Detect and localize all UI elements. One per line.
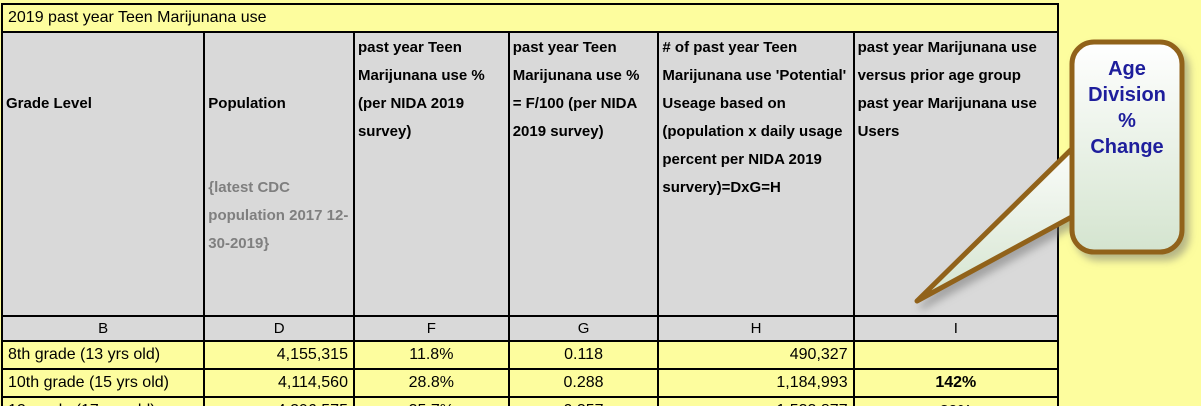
column-letter-b[interactable]: B — [0, 315, 206, 342]
use-fraction-cell[interactable]: 0.357 — [507, 396, 660, 406]
column-letter-f[interactable]: F — [352, 315, 510, 342]
header-population-subnote: {latest CDC population 2017 12-30-2019} — [208, 179, 349, 252]
header-row: Grade Level Population {latest CDC popul… — [0, 31, 1060, 317]
title-row: 2019 past year Teen Marijunana use — [1, 3, 1059, 33]
callout-tail — [914, 128, 1093, 304]
population-cell[interactable]: 4,296,575 — [203, 396, 355, 406]
population-cell[interactable]: 4,155,315 — [203, 340, 355, 370]
column-letter-i[interactable]: I — [852, 315, 1060, 342]
use-percent-cell[interactable]: 28.8% — [352, 368, 510, 398]
header-cell-potential-usage[interactable]: # of past year Teen Marijunana use 'Pote… — [657, 31, 855, 317]
grade-cell[interactable]: 8th grade (13 yrs old) — [0, 340, 206, 370]
grade-cell[interactable]: 12 grade (17 yrs old) — [0, 396, 206, 406]
callout-text-line: Age — [1108, 58, 1146, 80]
column-letter-d[interactable]: D — [203, 315, 355, 342]
callout-text-line: Division — [1088, 84, 1166, 106]
use-fraction-cell[interactable]: 0.288 — [507, 368, 660, 398]
sheet-title-cell[interactable]: 2019 past year Teen Marijunana use — [1, 3, 1059, 33]
teen-marijuana-table: 2019 past year Teen Marijunana use Grade… — [0, 3, 1060, 406]
potential-usage-cell[interactable]: 1,184,993 — [657, 368, 855, 398]
callout-text-line: % — [1118, 110, 1136, 132]
table-row-8th-grade: 8th grade (13 yrs old) 4,155,315 11.8% 0… — [0, 340, 1060, 370]
table-row-10th-grade: 10th grade (15 yrs old) 4,114,560 28.8% … — [0, 368, 1060, 398]
header-cell-population[interactable]: Population {latest CDC population 2017 1… — [203, 31, 355, 317]
use-percent-cell[interactable]: 11.8% — [352, 340, 510, 370]
use-fraction-cell[interactable]: 0.118 — [507, 340, 660, 370]
age-division-callout[interactable]: Age Division % Change — [850, 28, 1201, 320]
header-cell-use-percent[interactable]: past year Teen Marijunana use % (per NID… — [352, 31, 510, 317]
callout-text-line: Change — [1090, 136, 1163, 158]
header-population-label: Population — [208, 95, 286, 112]
total-ages-note[interactable]: Total ages 13, 15 and 17, does not inclu… — [858, 351, 1201, 406]
header-cell-grade-level[interactable]: Grade Level — [0, 31, 206, 317]
column-letter-g[interactable]: G — [507, 315, 660, 342]
potential-usage-cell[interactable]: 1,533,877 — [657, 396, 855, 406]
potential-usage-cell[interactable]: 490,327 — [657, 340, 855, 370]
change-highlight-cell[interactable]: 29% — [852, 396, 1060, 406]
population-cell[interactable]: 4,114,560 — [203, 368, 355, 398]
header-cell-use-fraction[interactable]: past year Teen Marijunana use % = F/100 … — [507, 31, 660, 317]
change-highlight-cell[interactable]: 142% — [852, 368, 1060, 398]
header-grade-label: Grade Level — [6, 95, 92, 112]
change-cell-empty[interactable] — [852, 340, 1060, 370]
table-row-12th-grade: 12 grade (17 yrs old) 4,296,575 35.7% 0.… — [0, 396, 1060, 406]
grade-cell[interactable]: 10th grade (15 yrs old) — [0, 368, 206, 398]
column-letter-h[interactable]: H — [657, 315, 855, 342]
column-letters-row: B D F G H I — [0, 315, 1060, 342]
use-percent-cell[interactable]: 35.7% — [352, 396, 510, 406]
callout-bubble — [1069, 39, 1185, 255]
